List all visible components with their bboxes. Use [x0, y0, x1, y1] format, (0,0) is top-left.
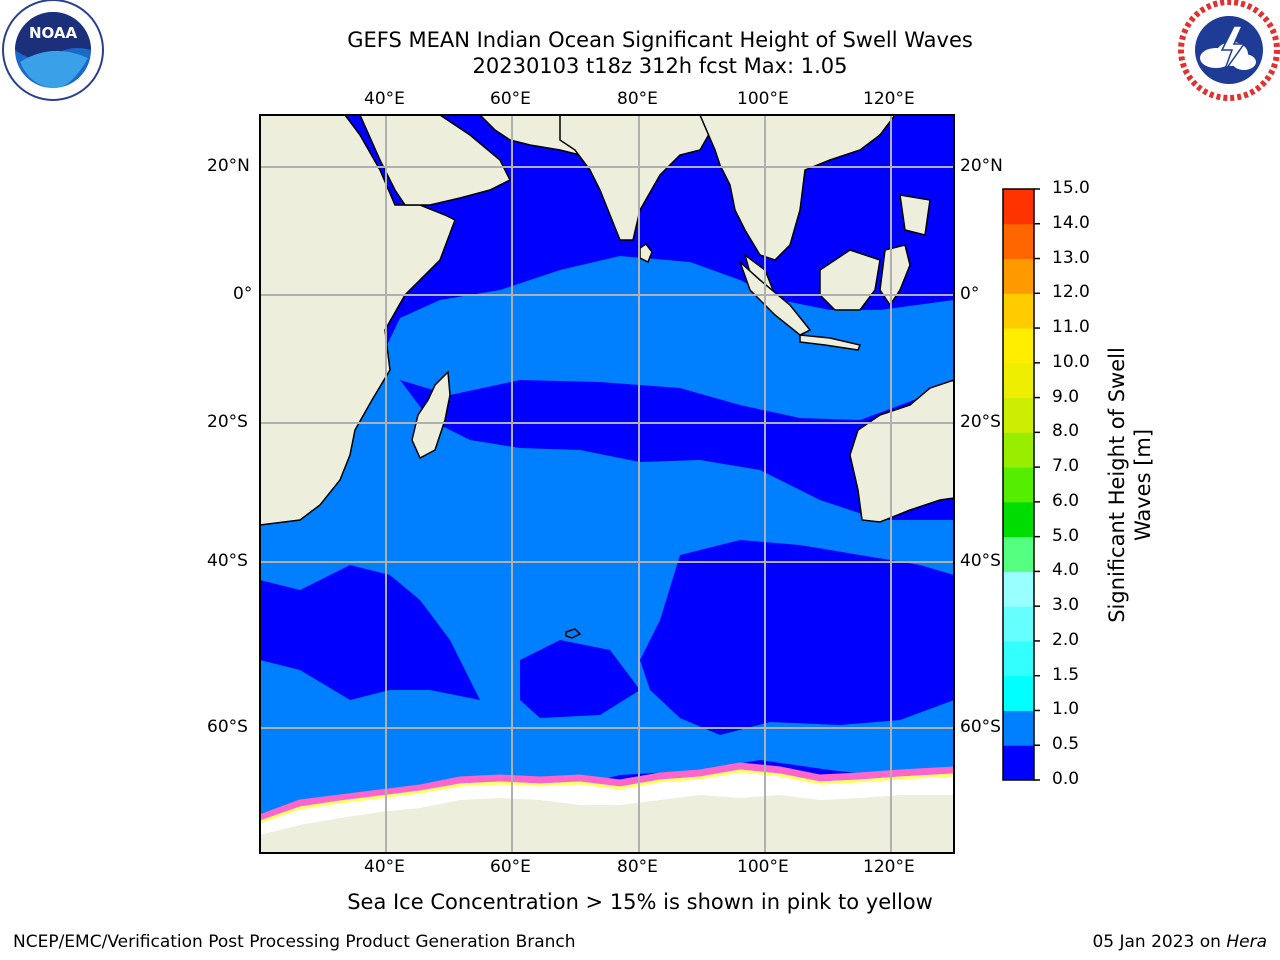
footer-date: 05 Jan 2023 on Hera	[1092, 932, 1267, 952]
map-subtitle: 20230103 t18z 312h fcst Max: 1.05	[472, 54, 848, 78]
colorbar-tick-label: 8.0	[1052, 421, 1080, 442]
colorbar-segment	[1003, 501, 1034, 538]
colorbar-tick-label: 12.0	[1052, 282, 1090, 303]
lat-tick-right-40s: 40°S	[960, 551, 1001, 571]
colorbar-segment	[1003, 328, 1034, 364]
colorbar-tick-label: 6.0	[1052, 490, 1080, 511]
lat-tick-right-60s: 60°S	[960, 717, 1001, 737]
map-frame	[259, 114, 955, 854]
sea-ice-edge	[260, 762, 954, 835]
lon-tick-bottom-100e: 100°E	[737, 857, 789, 877]
footer-branch: NCEP/EMC/Verification Post Processing Pr…	[13, 932, 576, 952]
lon-tick-bottom-40e: 40°E	[364, 857, 405, 877]
colorbar-label-line1: Significant Height of Swell	[1105, 347, 1129, 623]
colorbar-tick-label: 14.0	[1052, 212, 1090, 233]
footer-host: Hera	[1226, 932, 1267, 952]
lat-tick-left-60s: 60°S	[207, 717, 248, 737]
colorbar-label: Significant Height of Swell Waves [m]	[1104, 347, 1156, 623]
lon-tick-top-120e: 120°E	[863, 89, 915, 109]
lat-tick-right-20s: 20°S	[960, 412, 1001, 432]
colorbar-tick-label: 5.0	[1052, 525, 1080, 546]
colorbar-segment	[1003, 362, 1034, 399]
lat-tick-left-0: 0°	[233, 284, 253, 304]
colorbar-tick-label: 4.0	[1052, 560, 1080, 581]
colorbar-tick-label: 0.5	[1052, 734, 1080, 755]
lon-tick-top-60e: 60°E	[490, 89, 531, 109]
colorbar-tick-label: 1.5	[1052, 664, 1080, 685]
colorbar-segment	[1003, 189, 1034, 225]
colorbar-label-line2: Waves [m]	[1131, 428, 1155, 542]
colorbar-tick-label: 11.0	[1052, 317, 1090, 338]
colorbar-tick-label: 13.0	[1052, 247, 1090, 268]
colorbar-segment	[1003, 536, 1034, 572]
colorbar-segment	[1003, 640, 1034, 677]
colorbar-segment	[1003, 432, 1034, 468]
colorbar-segment	[1003, 223, 1034, 260]
lat-tick-left-20n: 20°N	[207, 156, 250, 176]
nws-logo-icon	[1178, 0, 1280, 101]
lon-tick-top-40e: 40°E	[364, 89, 405, 109]
noaa-logo-icon: NOAA	[2, 0, 104, 101]
colorbar-frame	[1002, 188, 1035, 781]
lon-tick-bottom-120e: 120°E	[863, 857, 915, 877]
colorbar	[1003, 188, 1040, 781]
colorbar-segment	[1003, 571, 1034, 607]
lat-tick-left-40s: 40°S	[207, 551, 248, 571]
colorbar-segment	[1003, 467, 1034, 503]
colorbar-tick-label: 3.0	[1052, 595, 1080, 616]
colorbar-segment	[1003, 397, 1034, 433]
noaa-logo-text: NOAA	[29, 24, 78, 42]
map-title: GEFS MEAN Indian Ocean Significant Heigh…	[347, 28, 973, 52]
lat-tick-right-20n: 20°N	[960, 156, 1003, 176]
colorbar-segment	[1003, 258, 1034, 294]
sea-ice-note: Sea Ice Concentration > 15% is shown in …	[347, 890, 933, 914]
colorbar-segment	[1003, 293, 1034, 329]
kerguelen-island	[565, 628, 582, 639]
footer-date-text: 05 Jan 2023 on	[1092, 932, 1221, 952]
lat-tick-left-20s: 20°S	[207, 412, 248, 432]
lat-tick-right-0: 0°	[960, 284, 980, 304]
colorbar-tick-label: 10.0	[1052, 351, 1090, 372]
colorbar-tick-label: 1.0	[1052, 699, 1080, 720]
colorbar-tick-label: 7.0	[1052, 456, 1080, 477]
colorbar-segment	[1003, 745, 1034, 781]
lon-tick-bottom-60e: 60°E	[490, 857, 531, 877]
lon-tick-top-80e: 80°E	[617, 89, 658, 109]
colorbar-tick-label: 9.0	[1052, 386, 1080, 407]
colorbar-tick-label: 0.0	[1052, 769, 1080, 789]
map-gridlines	[260, 115, 954, 853]
colorbar-tick-label: 15.0	[1052, 178, 1090, 198]
colorbar-tick-label: 2.0	[1052, 629, 1080, 650]
colorbar-segment	[1003, 675, 1034, 711]
lon-tick-top-100e: 100°E	[737, 89, 789, 109]
lon-tick-bottom-80e: 80°E	[617, 857, 658, 877]
colorbar-segment	[1003, 606, 1034, 642]
colorbar-segment	[1003, 710, 1034, 746]
